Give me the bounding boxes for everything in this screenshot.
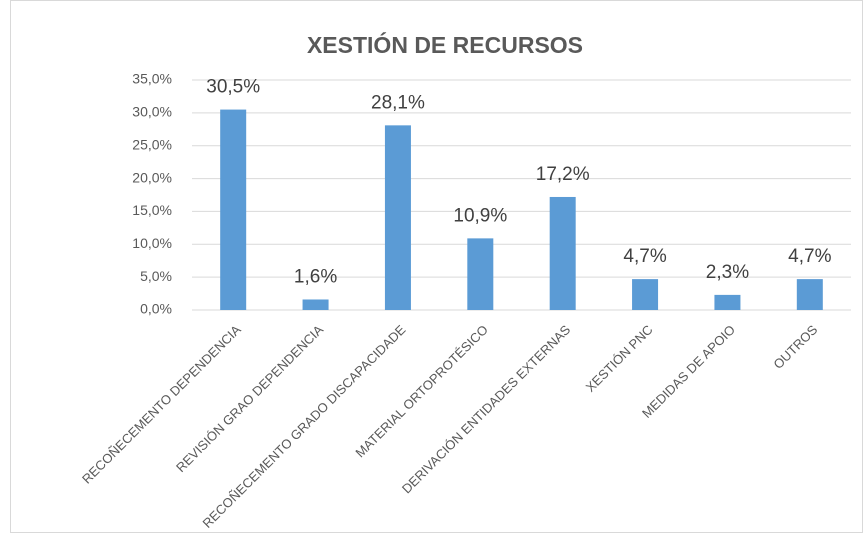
bar [632, 279, 659, 310]
value-label: 4,7% [623, 246, 666, 267]
value-label: 28,1% [371, 92, 425, 113]
chart-title: XESTIÓN DE RECURSOS [307, 31, 583, 58]
bar [302, 299, 329, 310]
bar [384, 125, 411, 310]
y-tick-label: 20,0% [132, 169, 172, 185]
chart-border [10, 0, 863, 533]
bar [220, 109, 247, 310]
bar [467, 238, 494, 310]
bar [714, 294, 741, 310]
value-label: 4,7% [788, 246, 831, 267]
y-tick-label: 10,0% [132, 235, 172, 251]
y-tick-label: 0,0% [140, 301, 172, 317]
y-tick-label: 5,0% [140, 268, 172, 284]
value-label: 2,3% [706, 262, 749, 283]
y-tick-label: 35,0% [132, 71, 172, 87]
y-tick-label: 30,0% [132, 104, 172, 120]
y-tick-label: 15,0% [132, 202, 172, 218]
bar [796, 279, 823, 310]
value-label: 30,5% [206, 77, 260, 98]
bar [549, 196, 576, 310]
value-label: 1,6% [294, 267, 337, 288]
y-tick-label: 25,0% [132, 136, 172, 152]
value-label: 17,2% [536, 164, 590, 185]
value-label: 10,9% [453, 205, 507, 226]
